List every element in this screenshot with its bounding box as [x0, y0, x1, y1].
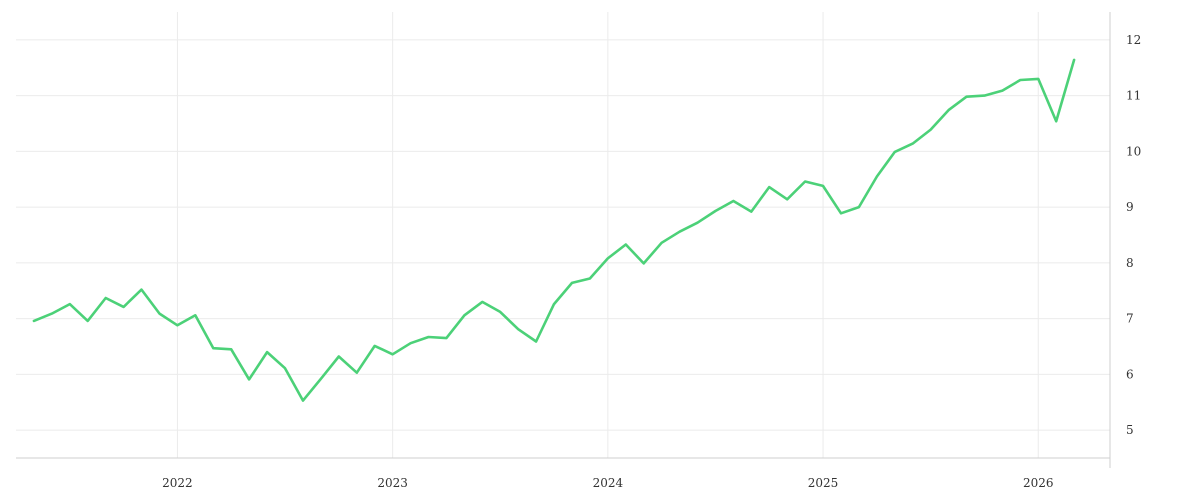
y-tick-label: 7 — [1126, 312, 1134, 326]
y-tick-label: 5 — [1126, 423, 1134, 437]
series-line — [32, 58, 1076, 402]
x-tick-label: 2024 — [593, 476, 624, 490]
x-tick-label: 2025 — [808, 476, 839, 490]
y-tick-label: 10 — [1126, 144, 1141, 158]
y-tick-label: 8 — [1126, 256, 1134, 270]
axes — [16, 12, 1111, 468]
tick-labels: 5 6 7 8 9 10 11 12 2022 2023 2024 2025 2026 — [162, 33, 1141, 490]
x-tick-label: 2023 — [377, 476, 408, 490]
x-tick-label: 2026 — [1023, 476, 1054, 490]
y-tick-label: 9 — [1126, 200, 1134, 214]
y-tick-label: 11 — [1126, 89, 1141, 103]
y-tick-label: 6 — [1126, 367, 1134, 381]
y-tick-label: 12 — [1126, 33, 1141, 47]
x-tick-label: 2022 — [162, 476, 193, 490]
series-layer — [32, 58, 1076, 402]
grid-lines — [16, 12, 1110, 458]
